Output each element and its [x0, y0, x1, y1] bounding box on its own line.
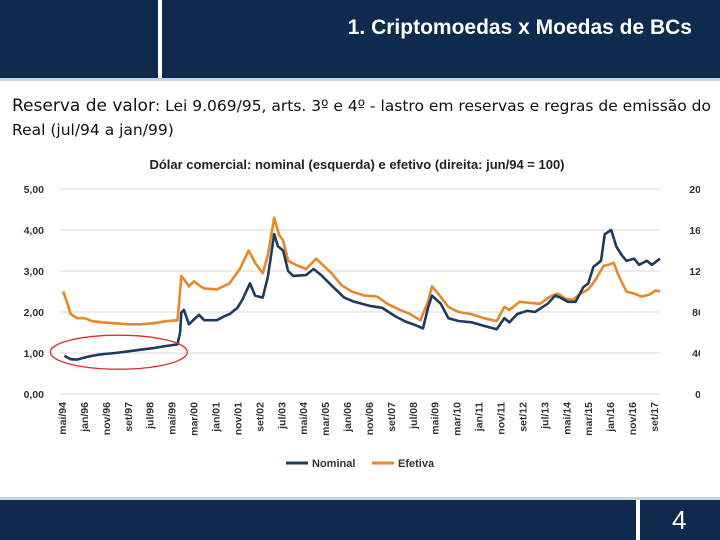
x-tick-label: mar/00 — [189, 402, 201, 436]
x-tick-label: jul/13 — [539, 402, 551, 430]
y-left-tick-label: 5,00 — [24, 184, 45, 196]
x-tick-label: jul/98 — [145, 402, 157, 430]
footer-bar — [0, 500, 720, 540]
slide-title: 1. Criptomoedas x Moedas de BCs — [347, 16, 692, 39]
y-left-tick-label: 2,00 — [24, 307, 45, 319]
x-tick-label: mai/04 — [298, 402, 310, 435]
footer-separator — [636, 500, 640, 540]
x-axis: mai/94 jan/96 nov/96 set/97 jul/98 mai/99 mar/… — [57, 402, 661, 436]
chart-grid — [60, 188, 660, 395]
x-tick-label: nov/96 — [101, 402, 113, 435]
chart-title: Dólar comercial: nominal (esquerda) e ef… — [149, 157, 564, 172]
x-tick-label: mar/05 — [320, 402, 332, 436]
y-right-tick-label: 40 — [692, 348, 700, 360]
x-tick-label: nov/01 — [232, 402, 244, 435]
chart-legend: Nominal Efetiva — [286, 458, 435, 470]
y-left-tick-label: 3,00 — [24, 266, 45, 278]
x-tick-label: jan/16 — [605, 402, 617, 433]
x-tick-label: set/02 — [254, 402, 266, 432]
y-right-tick-label: 0 — [695, 389, 700, 401]
x-tick-label: mai/09 — [430, 402, 442, 435]
x-tick-label: nov/06 — [364, 402, 376, 435]
highlight-ellipse — [49, 334, 188, 370]
x-tick-label: nov/16 — [627, 402, 639, 435]
x-tick-label: jan/11 — [474, 402, 486, 432]
x-tick-label: set/97 — [123, 402, 135, 432]
x-tick-label: mai/99 — [167, 402, 179, 435]
highlight-ellipse-group — [49, 334, 188, 370]
x-tick-label: set/12 — [517, 402, 529, 432]
x-tick-label: mai/94 — [57, 402, 69, 435]
y-right-tick-label: 160 — [689, 225, 700, 237]
x-tick-label: jul/08 — [408, 402, 420, 430]
x-tick-label: mai/14 — [561, 402, 573, 435]
x-tick-label: jul/03 — [276, 402, 288, 430]
subtitle: Reserva de valor: Lei 9.069/95, arts. 3º… — [12, 94, 712, 142]
page-number: 4 — [672, 505, 687, 535]
y-left-tick-label: 4,00 — [24, 225, 45, 237]
y-right-tick-label: 120 — [689, 266, 700, 278]
x-tick-label: jan/96 — [79, 402, 91, 433]
y-axis-right: 0 40 80 120 160 200 — [689, 184, 707, 401]
header-left-panel — [0, 0, 158, 78]
chart-container: Dólar comercial: nominal (esquerda) e ef… — [14, 147, 707, 485]
header-underline — [0, 78, 720, 81]
y-left-tick-label: 0,00 — [24, 389, 45, 401]
y-right-tick-label: 80 — [692, 307, 700, 319]
footer-line — [0, 497, 720, 500]
x-tick-label: jan/06 — [342, 402, 354, 433]
x-tick-label: mar/10 — [452, 402, 464, 436]
subtitle-lead: Reserva de valor — [12, 96, 155, 116]
x-tick-label: mar/15 — [583, 402, 595, 436]
y-left-tick-label: 1,00 — [24, 348, 45, 360]
x-tick-label: set/07 — [386, 402, 398, 432]
series-line-nominal — [63, 228, 661, 361]
x-tick-label: jan/01 — [210, 402, 222, 433]
header-separator — [158, 0, 162, 78]
subtitle-rest: : Lei 9.069/95, arts. 3º e 4º - lastro e… — [12, 97, 712, 139]
exchange-rate-chart: Dólar comercial: nominal (esquerda) e ef… — [24, 157, 707, 470]
x-tick-label: nov/11 — [496, 402, 508, 435]
legend-label-efetiva: Efetiva — [398, 458, 435, 470]
y-axis-left: 0,00 1,00 2,00 3,00 4,00 5,00 — [24, 184, 45, 401]
x-tick-label: set/17 — [649, 402, 661, 432]
chart-series — [61, 216, 661, 361]
y-right-tick-label: 200 — [689, 184, 700, 196]
legend-label-nominal: Nominal — [312, 458, 355, 470]
